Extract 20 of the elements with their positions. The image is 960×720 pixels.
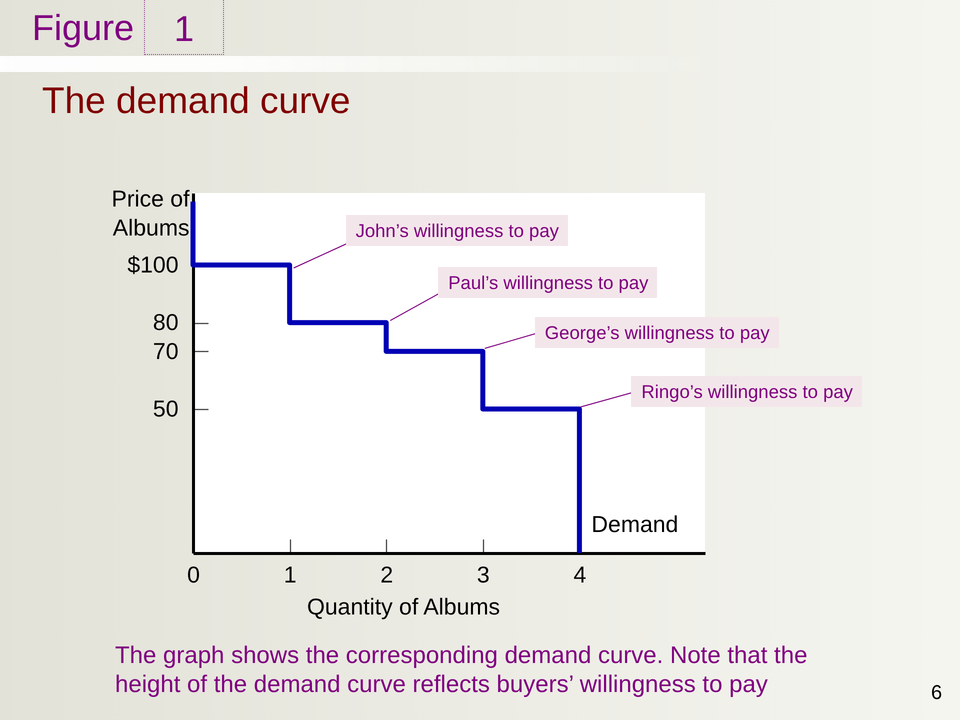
x-axis-title: Quantity of Albums: [306, 594, 500, 620]
x-tick-label: 4: [574, 562, 587, 588]
y-axis-title: Price of Albums: [112, 186, 190, 240]
x-tick-label: 1: [284, 562, 296, 588]
y-tick-label: 50: [152, 396, 178, 422]
x-tick-label: 2: [380, 562, 394, 588]
x-tick-label: 3: [476, 562, 490, 588]
x-tick-label: 0: [187, 562, 200, 588]
text: 6: [931, 682, 942, 704]
caption: Figure 1: [32, 6, 196, 51]
series-label: Demand: [591, 511, 678, 537]
text: The graph shows the corresponding demand curve. Note that the height of the demand curve reflects buyers’ willingness to pay: [115, 641, 808, 699]
y-tick-label: 70: [152, 338, 178, 364]
chart-title: The demand curve: [42, 80, 351, 121]
y-tick-label: 80: [152, 309, 178, 336]
annotation: George’s willingness to pay: [534, 317, 779, 348]
annotation: John’s willingness to pay: [346, 215, 568, 246]
annotation: Paul’s willingness to pay: [438, 266, 658, 298]
annotation: Ringo’s willingness to pay: [631, 376, 862, 407]
y-tick-label: $100: [127, 252, 178, 278]
